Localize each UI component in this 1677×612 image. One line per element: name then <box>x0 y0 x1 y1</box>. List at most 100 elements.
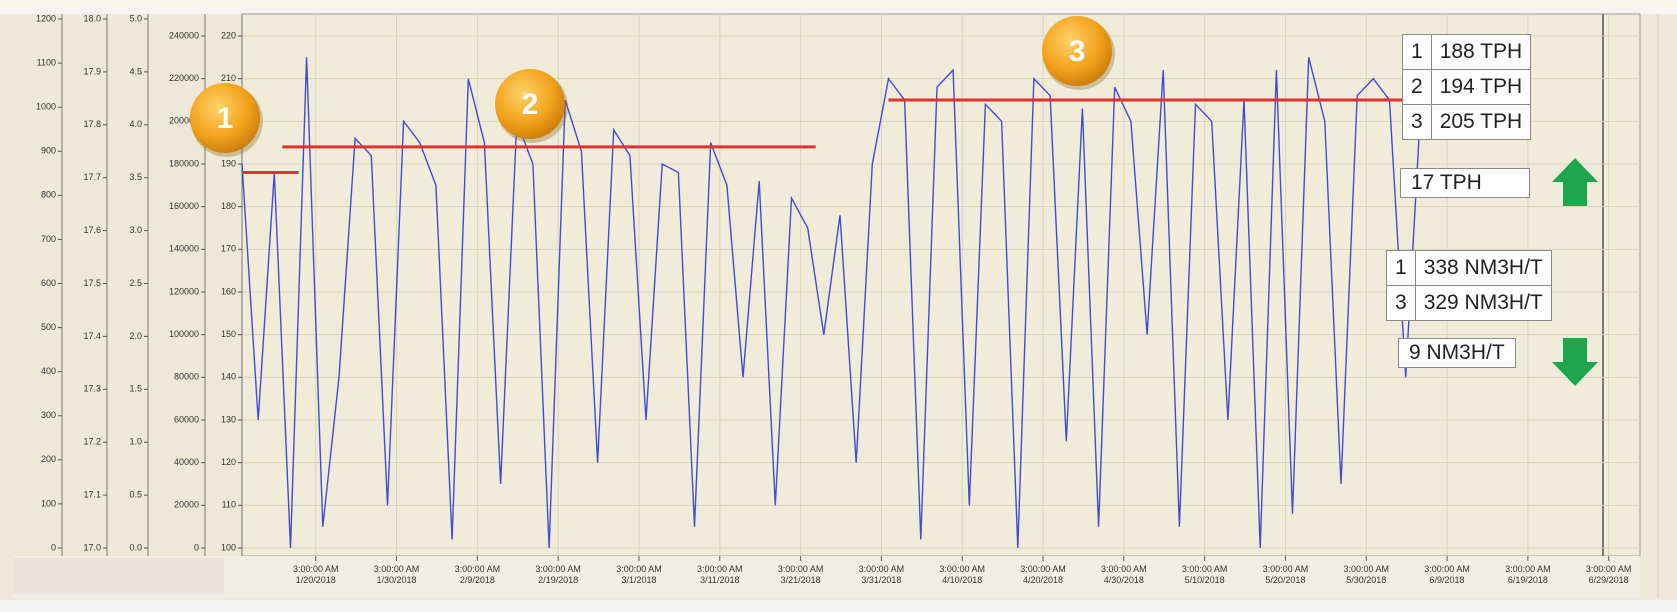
gas-table: 1 338 NM3H/T 3 329 NM3H/T <box>1386 250 1552 321</box>
cell: 194 TPH <box>1430 69 1532 105</box>
x-axis-band <box>14 556 1640 598</box>
y-tick-label: 5.0 <box>129 13 142 23</box>
y-tick-label: 1.0 <box>129 437 142 447</box>
y-tick-label: 100 <box>221 542 236 552</box>
y-tick-label: 180 <box>221 201 236 211</box>
y-tick-label: 170 <box>221 244 236 254</box>
y-tick-label: 17.5 <box>83 278 101 288</box>
y-tick-label: 800 <box>41 190 56 200</box>
y-tick-label: 17.7 <box>83 172 101 182</box>
y-tick-label: 400 <box>41 366 56 376</box>
x-tick-label: 3:00:00 AM 6/29/2018 <box>1585 564 1632 585</box>
y-tick-label: 240000 <box>169 30 199 40</box>
y-tick-label: 0 <box>194 542 199 552</box>
y-tick-label: 900 <box>41 146 56 156</box>
x-tick-label: 3:00:00 AM 1/30/2018 <box>373 564 420 585</box>
legend-stub <box>14 558 224 594</box>
top-strip <box>0 0 1677 14</box>
cell: 188 TPH <box>1430 34 1532 70</box>
badge-label: 1 <box>217 102 234 135</box>
x-tick-label: 3:00:00 AM 2/9/2018 <box>454 564 501 585</box>
badge <box>190 83 260 153</box>
y-tick-label: 100000 <box>169 329 199 339</box>
tph-table: 1 188 TPH 2 194 TPH 3 205 TPH <box>1402 34 1532 140</box>
x-tick-label: 3:00:00 AM 5/10/2018 <box>1181 564 1228 585</box>
y-tick-label: 140000 <box>169 244 199 254</box>
y-tick-label: 300 <box>41 410 56 420</box>
cell: 3 <box>1402 104 1432 140</box>
y-tick-label: 20000 <box>174 500 199 510</box>
y-tick-label: 190 <box>221 158 236 168</box>
trend-line <box>241 57 1423 549</box>
cell: 205 TPH <box>1430 104 1532 140</box>
y-tick-label: 180000 <box>169 158 199 168</box>
y-tick-label: 4.5 <box>129 66 142 76</box>
y-tick-label: 700 <box>41 234 56 244</box>
status-bar <box>0 600 1677 612</box>
y-tick-label: 80000 <box>174 372 199 382</box>
x-tick-label: 3:00:00 AM 3/21/2018 <box>777 564 824 585</box>
y-tick-label: 17.2 <box>83 437 101 447</box>
y-tick-label: 17.6 <box>83 225 101 235</box>
y-tick-label: 120 <box>221 457 236 467</box>
gas-change: 9 NM3H/T <box>1398 338 1516 368</box>
x-tick-label: 3:00:00 AM 3/31/2018 <box>858 564 905 585</box>
y-tick-label: 1.5 <box>129 384 142 394</box>
x-tick-label: 3:00:00 AM 6/9/2018 <box>1424 564 1470 585</box>
y-tick-label: 17.1 <box>83 489 101 499</box>
x-tick-label: 3:00:00 AM 3/11/2018 <box>697 564 743 585</box>
y-tick-label: 100 <box>41 498 56 508</box>
tph-change: 17 TPH <box>1400 168 1530 198</box>
y-tick-label: 160 <box>221 286 236 296</box>
cell: 329 NM3H/T <box>1414 285 1552 321</box>
y-tick-label: 4.0 <box>129 119 142 129</box>
y-tick-label: 1000 <box>36 102 56 112</box>
badge <box>1042 16 1112 86</box>
y-tick-label: 3.5 <box>129 172 142 182</box>
y-tick-label: 500 <box>41 322 56 332</box>
y-tick-label: 210 <box>221 73 236 83</box>
y-tick-label: 1200 <box>36 13 56 23</box>
cell: 1 <box>1386 250 1416 286</box>
y-tick-label: 1100 <box>37 57 56 67</box>
y-tick-label: 150 <box>221 329 236 339</box>
cell: 2 <box>1402 69 1432 105</box>
y-tick-label: 200 <box>41 454 56 464</box>
y-tick-label: 600 <box>41 278 56 288</box>
y-tick-label: 17.9 <box>83 66 101 76</box>
y-tick-label: 0.5 <box>129 489 142 499</box>
y-tick-label: 0 <box>51 542 56 552</box>
y-tick-label: 2.5 <box>129 278 142 288</box>
badge-label: 2 <box>522 88 539 121</box>
y-tick-label: 3.0 <box>129 225 142 235</box>
x-tick-label: 3:00:00 AM 6/19/2018 <box>1505 564 1551 585</box>
y-tick-label: 60000 <box>174 414 199 424</box>
y-tick-label: 2.0 <box>129 331 142 341</box>
y-tick-label: 160000 <box>169 201 199 211</box>
x-tick-label: 3:00:00 AM 4/10/2018 <box>939 564 985 585</box>
increase-arrow <box>1552 158 1598 206</box>
badge <box>495 69 565 139</box>
x-tick-label: 3:00:00 AM 3/1/2018 <box>616 564 662 585</box>
badge-label: 3 <box>1069 35 1086 68</box>
y-tick-label: 200000 <box>169 116 199 126</box>
y-tick-label: 220 <box>221 30 236 40</box>
y-tick-label: 17.0 <box>83 542 101 552</box>
x-tick-label: 3:00:00 AM 4/30/2018 <box>1101 564 1147 585</box>
y-tick-label: 17.3 <box>83 384 101 394</box>
y-tick-label: 220000 <box>169 73 199 83</box>
x-tick-label: 3:00:00 AM 1/20/2018 <box>292 564 339 585</box>
y-tick-label: 140 <box>221 372 236 382</box>
x-tick-label: 3:00:00 AM 4/20/2018 <box>1020 564 1066 585</box>
y-tick-label: 17.8 <box>83 119 101 129</box>
x-tick-label: 3:00:00 AM 5/30/2018 <box>1343 564 1390 585</box>
cell: 338 NM3H/T <box>1414 250 1552 286</box>
y-tick-label: 110 <box>222 500 236 510</box>
y-tick-label: 130 <box>221 414 236 424</box>
x-tick-label: 3:00:00 AM 5/20/2018 <box>1262 564 1309 585</box>
y-tick-label: 17.4 <box>83 331 101 341</box>
x-tick-label: 3:00:00 AM 2/19/2018 <box>535 564 581 585</box>
cell: 1 <box>1402 34 1432 70</box>
decrease-arrow <box>1552 338 1598 386</box>
